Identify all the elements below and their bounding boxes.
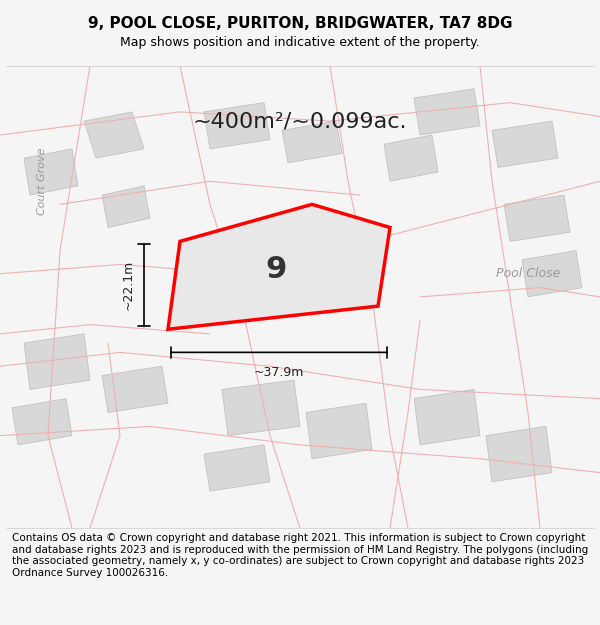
Polygon shape bbox=[168, 204, 390, 329]
Polygon shape bbox=[204, 102, 270, 149]
Polygon shape bbox=[12, 399, 72, 445]
Text: Contains OS data © Crown copyright and database right 2021. This information is : Contains OS data © Crown copyright and d… bbox=[12, 533, 588, 578]
Polygon shape bbox=[204, 445, 270, 491]
Polygon shape bbox=[282, 121, 342, 162]
Polygon shape bbox=[486, 426, 552, 482]
Text: Court Grove: Court Grove bbox=[37, 148, 47, 215]
Polygon shape bbox=[414, 389, 480, 445]
Polygon shape bbox=[84, 112, 144, 158]
Polygon shape bbox=[306, 403, 372, 459]
Text: ~400m²/~0.099ac.: ~400m²/~0.099ac. bbox=[193, 111, 407, 131]
Polygon shape bbox=[492, 121, 558, 168]
Polygon shape bbox=[24, 149, 78, 195]
Polygon shape bbox=[414, 89, 480, 135]
Polygon shape bbox=[102, 186, 150, 228]
Text: ~22.1m: ~22.1m bbox=[122, 260, 135, 311]
Text: 9: 9 bbox=[265, 254, 287, 284]
Text: Pool Close: Pool Close bbox=[496, 268, 560, 280]
Text: ~37.9m: ~37.9m bbox=[254, 366, 304, 379]
Polygon shape bbox=[102, 366, 168, 413]
Text: Map shows position and indicative extent of the property.: Map shows position and indicative extent… bbox=[120, 36, 480, 49]
Polygon shape bbox=[504, 195, 570, 241]
Polygon shape bbox=[222, 380, 300, 436]
Text: 9, POOL CLOSE, PURITON, BRIDGWATER, TA7 8DG: 9, POOL CLOSE, PURITON, BRIDGWATER, TA7 … bbox=[88, 16, 512, 31]
Polygon shape bbox=[522, 251, 582, 297]
Polygon shape bbox=[24, 334, 90, 389]
Polygon shape bbox=[384, 135, 438, 181]
